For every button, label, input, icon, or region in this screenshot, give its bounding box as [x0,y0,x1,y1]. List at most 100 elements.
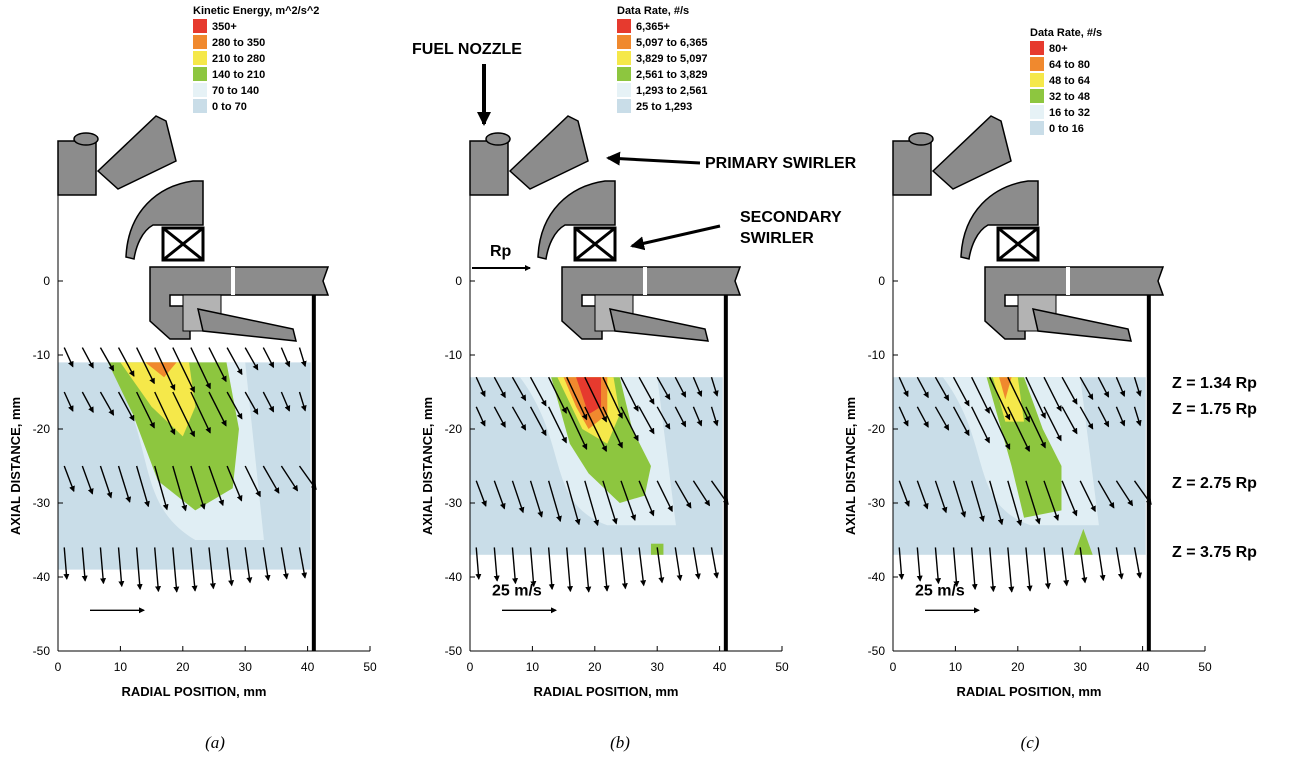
velocity-vector [970,376,990,414]
velocity-vector [674,406,687,428]
x-tick-label: 30 [1074,660,1088,674]
velocity-vector [262,547,271,582]
velocity-vector [190,347,211,390]
velocity-vector [172,391,195,438]
velocity-vector [620,480,637,521]
velocity-vector [1025,376,1046,419]
velocity-vector [493,406,506,428]
velocity-vector [190,391,211,434]
y-tick-label: -50 [33,644,51,658]
legend-swatch [617,51,631,65]
velocity-vector [566,547,573,593]
fuel-nozzle-body [469,140,509,196]
velocity-vector [226,347,243,376]
velocity-vector [208,347,227,383]
velocity-vector [154,547,161,593]
y-tick-label: -20 [445,422,463,436]
velocity-vector [970,406,990,444]
velocity-vector [1133,376,1142,397]
velocity-vector [916,376,929,399]
velocity-vector [1025,406,1046,449]
legend-swatch [193,19,207,33]
velocity-vector [710,376,719,397]
velocity-vector [529,480,544,518]
velocity-vector [154,391,176,436]
x-tick-label: 40 [713,660,727,674]
secondary-swirler-label-1: SECONDARY [740,209,842,226]
velocity-vector [602,406,623,449]
velocity-vector [63,391,74,412]
velocity-vector [1061,376,1078,405]
velocity-vector [262,347,275,369]
velocity-vector [674,376,687,398]
velocity-vector [511,547,519,585]
velocity-vector [620,376,639,412]
velocity-vector [1079,406,1094,430]
y-tick-label: -10 [33,348,51,362]
velocity-vector [280,391,291,412]
velocity-vector [81,465,94,495]
legend-entry-label: 6,365+ [636,21,670,33]
legend-entry-label: 48 to 64 [1049,75,1091,87]
y-tick-label: -10 [868,348,886,362]
region-high [992,377,1025,422]
x-axis-title: RADIAL POSITION, mm [957,684,1102,699]
velocity-vector [620,406,639,442]
z-station-label: Z = 1.34 Rp [1172,375,1257,392]
velocity-vector [529,547,537,588]
liner-lip [1032,308,1132,342]
velocity-vector [1043,480,1060,521]
velocity-vector [208,547,216,590]
y-tick-label: 0 [43,274,50,288]
velocity-vector [99,347,115,372]
velocity-vector [190,465,206,510]
velocity-vector [656,547,665,584]
region-peak [145,362,177,378]
velocity-vector [934,480,948,514]
velocity-vector [566,406,588,450]
velocity-vector [81,347,94,369]
velocity-vector [656,406,671,430]
velocity-vector [244,547,253,584]
fuel-nozzle-label: FUEL NOZZLE [412,41,522,58]
venturi [125,180,204,260]
panel-b: 0 10 20 30 40 50 0 -10 -20 -30 -40 -50 RADIAL POSITI… [420,5,789,752]
velocity-vector [63,465,75,493]
velocity-vector [1007,547,1015,593]
y-tick-label: -10 [445,348,463,362]
legend-swatch [193,67,207,81]
y-axis-title: AXIAL DISTANCE, mm [8,397,23,535]
velocity-vector [262,391,275,413]
injector-hardware [57,115,330,342]
velocity-vector [1097,376,1110,398]
velocity-vector [135,547,143,591]
legend-swatch [1030,73,1044,87]
velocity-vector [602,376,623,419]
velocity-vector [154,465,169,511]
velocity-vector [898,376,909,398]
velocity-vector [952,376,970,407]
velocity-vector [547,376,567,414]
y-tick-label: -40 [868,570,886,584]
velocity-vector [674,480,692,509]
velocity-vector [952,547,960,588]
legend-entry-label: 0 to 70 [212,101,247,113]
legend-entry-label: 5,097 to 6,365 [636,37,708,49]
velocity-vector [638,547,647,587]
legend-swatch [193,83,207,97]
velocity-vector [1079,376,1094,401]
velocity-vector [602,547,610,592]
velocity-vector [1025,480,1041,525]
z-station-label: Z = 3.75 Rp [1172,544,1257,561]
fuel-nozzle-cap [908,132,934,146]
y-tick-label: -30 [33,496,51,510]
legend-swatch [1030,89,1044,103]
velocity-vector [710,406,719,427]
velocity-vector [493,547,500,582]
legend-entry-label: 25 to 1,293 [636,101,692,113]
primary-swirler-shape [96,115,177,190]
secondary-swirler-label-2: SWIRLER [740,230,814,247]
panel-caption: (c) [1021,733,1040,752]
velocity-vector [584,376,607,423]
